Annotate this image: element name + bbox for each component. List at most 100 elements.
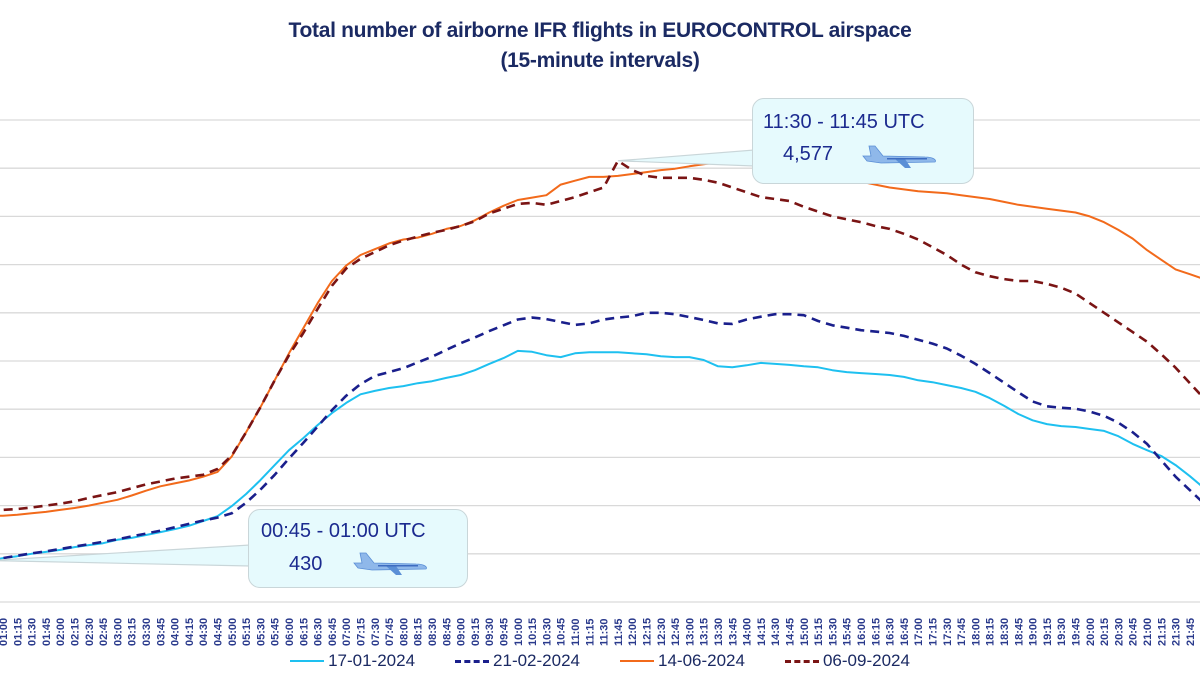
x-tick-label: 10:45 xyxy=(556,618,568,646)
x-tick-label: 19:45 xyxy=(1071,618,1083,646)
x-tick-label: 15:15 xyxy=(813,618,825,646)
x-tick-label: 04:45 xyxy=(213,618,225,646)
x-tick-label: 08:15 xyxy=(413,618,425,646)
x-tick-label: 06:00 xyxy=(284,618,296,646)
x-tick-label: 01:15 xyxy=(12,618,24,646)
x-tick-label: 02:00 xyxy=(55,618,67,646)
x-tick-label: 17:15 xyxy=(928,618,940,646)
callout-peak-range: 11:30 - 11:45 UTC xyxy=(763,111,925,133)
legend-item-06-09-2024[interactable]: 06-09-2024 xyxy=(784,651,910,671)
x-tick-label: 15:00 xyxy=(799,618,811,646)
x-tick-label: 12:15 xyxy=(642,618,654,646)
x-tick-label: 17:45 xyxy=(956,618,968,646)
legend-item-21-02-2024[interactable]: 21-02-2024 xyxy=(455,651,580,671)
x-tick-label: 20:15 xyxy=(1099,618,1111,646)
x-tick-label: 09:15 xyxy=(470,618,482,646)
x-tick-label: 21:45 xyxy=(1185,618,1197,646)
x-tick-label: 15:30 xyxy=(827,618,839,646)
x-tick-label: 16:15 xyxy=(870,618,882,646)
legend-label: 14-06-2024 xyxy=(658,651,745,670)
x-tick-label: 20:00 xyxy=(1085,618,1097,646)
x-tick-label: 11:00 xyxy=(570,618,582,646)
x-tick-label: 16:00 xyxy=(856,618,868,646)
series-line-14-06-2024 xyxy=(0,160,1200,517)
x-tick-label: 13:00 xyxy=(684,618,696,646)
x-tick-label: 14:00 xyxy=(742,618,754,646)
x-tick-label: 02:15 xyxy=(70,618,82,646)
series-line-17-01-2024 xyxy=(0,349,1200,560)
callout-min-value: 430 xyxy=(289,553,323,575)
x-tick-label: 18:00 xyxy=(970,618,982,646)
x-tick-label: 04:00 xyxy=(170,618,182,646)
chart-title: Total number of airborne IFR flights in … xyxy=(288,19,912,42)
x-tick-label: 19:00 xyxy=(1028,618,1040,646)
airplane-icon xyxy=(862,145,936,168)
callout-peak-value: 4,577 xyxy=(783,143,834,165)
x-tick-label: 18:45 xyxy=(1013,618,1025,646)
legend-swatch-dashed-navy xyxy=(455,659,490,663)
x-tick-label: 05:30 xyxy=(255,618,267,646)
x-tick-label: 06:45 xyxy=(327,618,339,646)
callout-min: 00:45 - 01:00 UTC 430 xyxy=(248,509,468,588)
x-tick-label: 21:15 xyxy=(1156,618,1168,646)
x-tick-label: 09:45 xyxy=(499,618,511,646)
x-tick-label: 15:45 xyxy=(842,618,854,646)
x-tick-label: 10:00 xyxy=(513,618,525,646)
x-tick-label: 04:30 xyxy=(198,618,210,646)
x-tick-label: 01:45 xyxy=(41,618,53,646)
x-tick-label: 06:15 xyxy=(298,618,310,646)
x-tick-label: 07:30 xyxy=(370,618,382,646)
x-tick-label: 11:15 xyxy=(584,618,596,646)
x-tick-label: 14:30 xyxy=(770,618,782,646)
x-tick-label: 05:00 xyxy=(227,618,239,646)
legend-swatch-solid-orange xyxy=(620,660,654,662)
x-tick-label: 11:45 xyxy=(613,618,625,646)
x-tick-label: 13:30 xyxy=(713,618,725,646)
x-tick-label: 10:15 xyxy=(527,618,539,646)
x-tick-label: 14:45 xyxy=(785,618,797,646)
x-tick-label: 07:15 xyxy=(356,618,368,646)
x-tick-label: 20:45 xyxy=(1128,618,1140,646)
airplane-icon xyxy=(353,552,427,575)
series-line-21-02-2024 xyxy=(0,311,1200,560)
x-tick-label: 04:15 xyxy=(184,618,196,646)
x-tick-label: 01:00 xyxy=(0,618,10,646)
x-tick-label: 10:30 xyxy=(541,618,553,646)
x-tick-label: 20:30 xyxy=(1113,618,1125,646)
x-tick-label: 03:45 xyxy=(155,618,167,646)
callout-pointers xyxy=(0,149,755,567)
legend-swatch-solid-lightblue xyxy=(290,660,325,662)
x-tick-label: 21:00 xyxy=(1142,618,1154,646)
x-tick-label: 18:15 xyxy=(985,618,997,646)
x-tick-label: 09:00 xyxy=(456,618,468,646)
x-tick-label: 18:30 xyxy=(999,618,1011,646)
x-tick-label: 08:30 xyxy=(427,618,439,646)
x-tick-label: 07:00 xyxy=(341,618,353,646)
x-tick-label: 19:30 xyxy=(1056,618,1068,646)
x-tick-label: 13:15 xyxy=(699,618,711,646)
x-tick-label: 12:30 xyxy=(656,618,668,646)
x-tick-label: 03:30 xyxy=(141,618,153,646)
legend-swatch-dashed-darkred xyxy=(784,659,819,663)
x-tick-label: 11:30 xyxy=(599,618,611,646)
x-tick-label: 17:30 xyxy=(942,618,954,646)
x-tick-label: 03:00 xyxy=(112,618,124,646)
x-tick-label: 05:45 xyxy=(270,618,282,646)
x-tick-label: 12:45 xyxy=(670,618,682,646)
x-tick-label: 03:15 xyxy=(127,618,139,646)
x-tick-label: 07:45 xyxy=(384,618,396,646)
x-tick-label: 12:00 xyxy=(627,618,639,646)
legend-item-17-01-2024[interactable]: 17-01-2024 xyxy=(290,651,415,671)
x-tick-label: 01:30 xyxy=(27,618,39,646)
x-tick-label: 13:45 xyxy=(727,618,739,646)
callout-peak: 11:30 - 11:45 UTC 4,577 xyxy=(752,98,974,184)
x-tick-label: 14:15 xyxy=(756,618,768,646)
series-lines xyxy=(0,159,1200,560)
series-line-06-09-2024 xyxy=(0,159,1200,512)
x-tick-label: 16:45 xyxy=(899,618,911,646)
legend-item-14-06-2024[interactable]: 14-06-2024 xyxy=(620,651,745,671)
callout-peak-pointer xyxy=(617,149,755,167)
x-tick-label: 05:15 xyxy=(241,618,253,646)
legend-label: 17-01-2024 xyxy=(328,651,416,670)
